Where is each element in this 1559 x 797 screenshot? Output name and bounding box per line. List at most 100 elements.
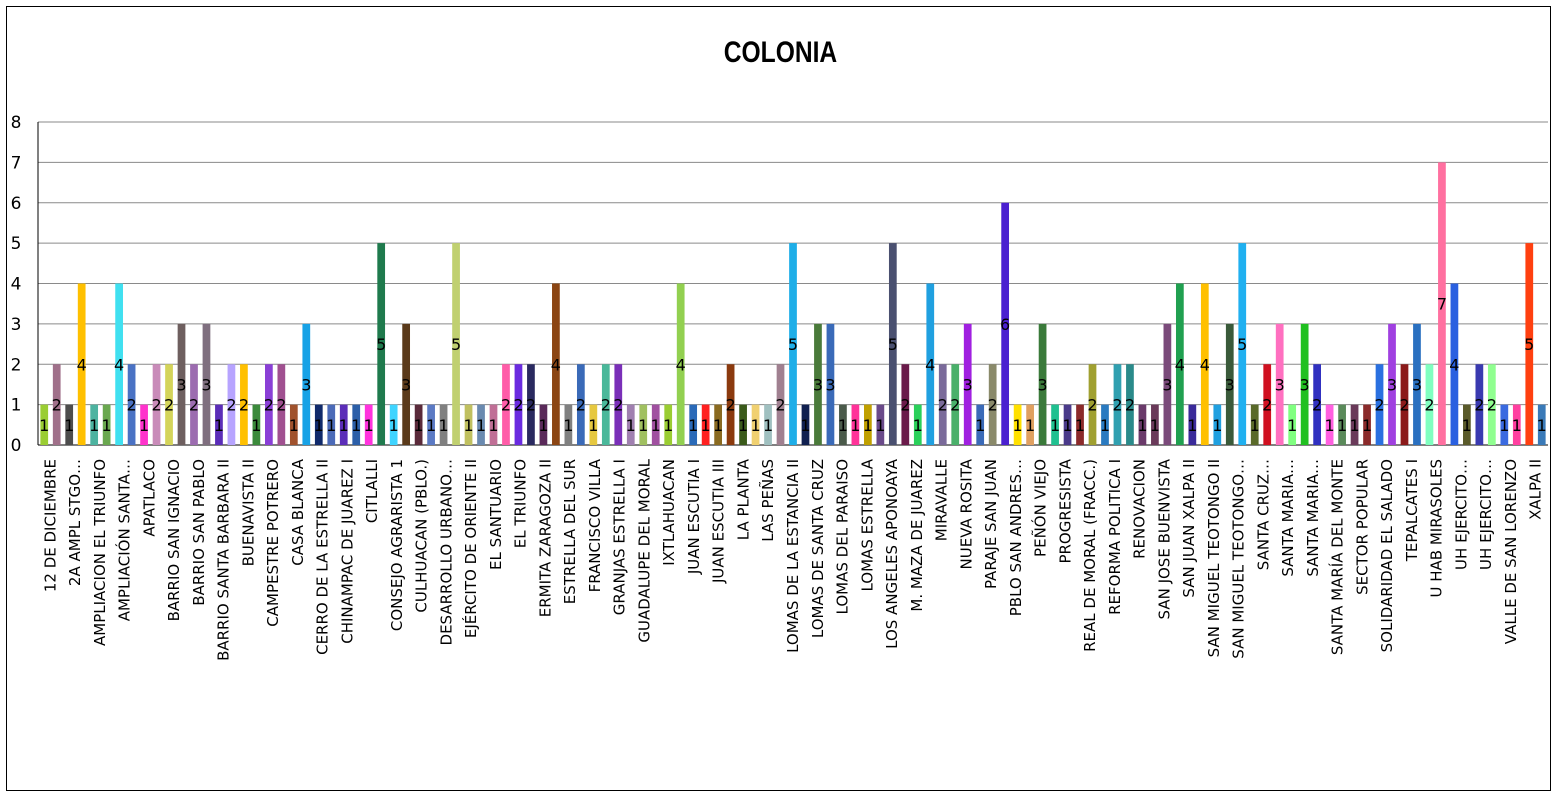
data-label: 1 — [563, 416, 573, 435]
data-label: 4 — [676, 355, 686, 374]
data-label: 1 — [102, 416, 112, 435]
bar — [1438, 162, 1446, 445]
data-label: 2 — [576, 396, 586, 415]
data-label: 1 — [1325, 416, 1335, 435]
bar — [364, 404, 373, 445]
data-label: 3 — [963, 375, 973, 394]
x-tick-label: CERRO DE LA ESTRELLA II — [314, 459, 332, 655]
data-label: 1 — [463, 416, 473, 435]
bar — [327, 404, 336, 445]
x-tick-label: VALLE DE SAN LORENZO — [1502, 459, 1520, 644]
data-label: 1 — [1349, 416, 1359, 435]
data-label: 2 — [151, 396, 161, 415]
bar — [1088, 364, 1097, 445]
data-label: 1 — [251, 416, 261, 435]
x-tick-label: LOMAS ESTRELLA — [858, 458, 876, 591]
data-label: 3 — [301, 375, 311, 394]
data-label: 3 — [1275, 375, 1285, 394]
bar — [963, 323, 972, 445]
x-tick-label: CULHUACAN (PBLO.) — [413, 459, 431, 613]
data-label: 1 — [476, 416, 486, 435]
bar — [1537, 404, 1546, 445]
data-label: 1 — [1537, 416, 1547, 435]
bar — [901, 364, 910, 445]
data-label: 1 — [875, 416, 885, 435]
bar — [489, 404, 498, 445]
y-tick-label: 5 — [11, 234, 22, 254]
x-tick-label: LOMAS DEL PARAISO — [834, 459, 852, 614]
bar — [527, 364, 535, 445]
data-label: 1 — [214, 416, 224, 435]
y-tick-label: 4 — [11, 275, 22, 295]
bar — [152, 364, 161, 445]
data-label: 1 — [738, 416, 748, 435]
y-tick-label: 2 — [11, 355, 22, 375]
y-tick-label: 7 — [11, 153, 22, 173]
bar — [40, 404, 49, 445]
bar — [277, 364, 286, 445]
x-tick-label: NUEVA ROSITA — [957, 458, 975, 569]
bar — [938, 364, 947, 445]
bar — [801, 404, 810, 445]
data-label: 2 — [1487, 396, 1497, 415]
data-label: 1 — [139, 416, 149, 435]
data-label: 7 — [1437, 295, 1447, 314]
data-label: 4 — [1449, 355, 1459, 374]
x-tick-label: UH EJERCITO… — [1477, 459, 1495, 570]
data-label: 1 — [651, 416, 661, 435]
data-label: 1 — [39, 416, 49, 435]
x-tick-label: MIRAVALLE — [933, 459, 951, 541]
data-label: 2 — [988, 396, 998, 415]
x-tick-label: BUENAVISTA II — [239, 459, 257, 566]
data-label: 3 — [401, 375, 411, 394]
x-tick-label: ESTRELLA DEL SUR — [561, 459, 579, 604]
x-tick-label: SAN JOSE BUENVISTA — [1155, 458, 1173, 619]
bar — [651, 404, 660, 445]
data-label: 4 — [551, 355, 561, 374]
x-tick-label: EJÉRCITO DE ORIENTE II — [461, 459, 480, 638]
x-tick-label: IXTLAHUACAN — [660, 459, 678, 566]
bar — [1425, 364, 1434, 445]
data-label: 1 — [426, 416, 436, 435]
data-label: 1 — [1512, 416, 1522, 435]
data-label: 1 — [1499, 416, 1509, 435]
bar — [726, 364, 735, 445]
bar — [77, 283, 86, 445]
y-tick-label: 6 — [11, 194, 22, 214]
bar — [1188, 404, 1197, 445]
y-tick-label: 0 — [11, 436, 22, 456]
data-label: 1 — [850, 416, 860, 435]
data-label: 1 — [975, 416, 985, 435]
bar — [976, 404, 985, 445]
data-label: 2 — [938, 396, 948, 415]
bar — [502, 364, 510, 445]
x-tick-label: SANTA CRUZ… — [1254, 459, 1272, 570]
data-label: 1 — [1025, 416, 1035, 435]
bar — [1325, 404, 1334, 445]
x-tick-label: SOLIDARIDAD EL SALADO — [1378, 459, 1396, 652]
x-tick-label: LOMAS DE LA ESTANCIA II — [784, 459, 802, 653]
bar — [352, 404, 361, 445]
bar — [1076, 404, 1084, 445]
bar — [377, 243, 386, 445]
data-label: 2 — [1399, 396, 1409, 415]
data-label: 1 — [863, 416, 873, 435]
bar — [826, 323, 835, 445]
bar — [714, 404, 722, 445]
data-label: 1 — [1337, 416, 1347, 435]
x-tick-label: JUAN ESCUTIA III — [710, 459, 728, 584]
data-label: 1 — [1150, 416, 1160, 435]
data-label: 1 — [1187, 416, 1197, 435]
bar — [1413, 323, 1421, 445]
bar — [1151, 404, 1159, 445]
data-label: 1 — [364, 416, 374, 435]
bar — [1225, 323, 1234, 445]
x-tick-label: PEÑÓN VIEJO — [1031, 459, 1050, 557]
x-tick-label: CASA BLANCA — [289, 458, 307, 566]
data-label: 5 — [1524, 335, 1534, 354]
bar — [701, 404, 710, 445]
data-label: 2 — [1112, 396, 1122, 415]
data-label: 3 — [1300, 375, 1310, 394]
data-label: 1 — [1362, 416, 1372, 435]
bar — [215, 404, 223, 445]
